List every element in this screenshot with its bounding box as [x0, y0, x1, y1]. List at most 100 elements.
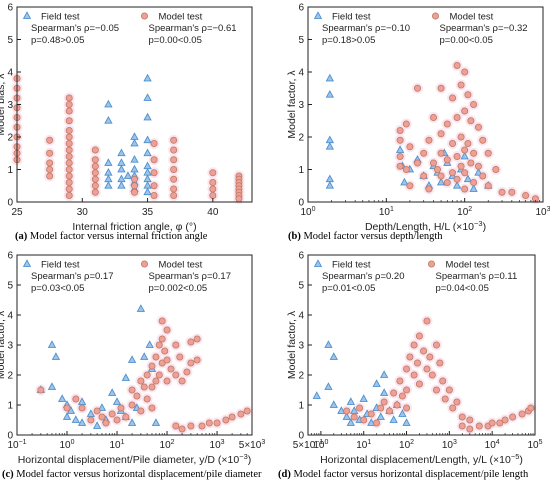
model-test-point	[130, 182, 138, 190]
model-test-point	[466, 425, 474, 433]
x-tick-label: 10−1	[7, 439, 26, 451]
y-tick-label: 3	[298, 100, 304, 111]
legend-spearman: Spearman's ρ=−0.32	[440, 23, 528, 34]
field-test-point	[312, 391, 321, 399]
model-test-point	[356, 404, 364, 412]
x-tick-label: 103	[210, 439, 225, 451]
y-tick-label: 0	[298, 431, 304, 442]
legend-model-icon	[140, 260, 148, 268]
y-tick-label: 2	[298, 371, 304, 382]
model-test-point	[475, 422, 483, 430]
caption-d: (d) Model factor versus horizontal displ…	[278, 469, 529, 480]
field-test-point	[136, 304, 146, 312]
model-test-point	[78, 404, 86, 412]
model-test-point	[428, 371, 436, 379]
legend-spearman: Spearman's ρ=0.17	[149, 271, 231, 282]
model-test-point	[432, 341, 440, 349]
model-test-point	[209, 191, 217, 199]
model-test-point	[133, 392, 141, 400]
model-test-point	[193, 356, 201, 364]
model-test-point	[65, 191, 73, 199]
field-test-point	[460, 151, 469, 160]
x-tick-label: 35	[142, 207, 154, 218]
legend-p-value: p=0.00<0.05	[149, 35, 202, 46]
model-test-point	[453, 114, 461, 122]
model-test-point	[464, 91, 472, 99]
model-test-point	[360, 416, 368, 424]
field-test-point	[127, 418, 137, 426]
model-test-point	[385, 407, 393, 415]
field-test-point	[395, 145, 405, 153]
field-test-point	[474, 168, 483, 176]
model-test-point	[46, 159, 54, 167]
legend-series-name: Field test	[41, 12, 80, 23]
field-test-point	[400, 177, 409, 186]
model-test-point	[522, 191, 530, 199]
model-test-point	[420, 347, 428, 355]
x-axis-label: Horizontal displacement/Pile diameter, y…	[18, 452, 252, 466]
field-test-point	[324, 382, 333, 390]
model-test-point	[65, 146, 73, 154]
field-test-point	[346, 397, 355, 405]
field-test-point	[123, 171, 133, 179]
field-test-point	[117, 164, 126, 173]
y-tick-label: 5	[298, 35, 304, 46]
y-tick-label: 3	[298, 341, 304, 352]
field-test-point	[104, 181, 113, 189]
legend-field-icon	[22, 259, 32, 267]
model-test-point	[150, 139, 158, 147]
field-test-point	[104, 158, 113, 166]
legend-series-name: Model test	[450, 12, 494, 23]
model-test-point	[137, 407, 145, 415]
field-test-point	[367, 418, 376, 426]
field-test-point	[143, 73, 152, 82]
model-test-point	[390, 389, 398, 397]
model-test-point	[458, 413, 466, 421]
legend-model-icon	[427, 260, 435, 268]
model-test-point	[148, 362, 156, 370]
model-test-point	[161, 347, 169, 355]
model-test-point	[466, 416, 474, 424]
model-test-point	[453, 152, 461, 160]
field-test-point	[117, 181, 126, 189]
model-test-point	[461, 68, 469, 76]
model-test-point	[205, 419, 213, 427]
field-test-point	[379, 370, 389, 378]
model-test-point	[172, 422, 180, 430]
model-test-point	[343, 407, 351, 415]
field-test-point	[402, 418, 411, 426]
model-test-point	[170, 136, 178, 144]
model-test-point	[410, 341, 418, 349]
x-tick-label: 100	[59, 439, 74, 451]
model-test-point	[137, 377, 145, 385]
model-test-point	[228, 413, 236, 421]
model-test-point	[449, 404, 457, 412]
field-test-point	[117, 174, 126, 183]
caption-a: (a) Model factor versus internal frictio…	[15, 231, 208, 242]
model-test-point	[393, 401, 401, 409]
x-tick-label: 102	[160, 439, 175, 451]
legend-p-value: p=0.002<0.05	[149, 283, 208, 294]
model-test-point	[198, 422, 206, 430]
field-test-point	[130, 164, 139, 173]
model-test-point	[65, 101, 73, 109]
model-test-point	[167, 365, 175, 373]
model-test-point	[402, 120, 410, 128]
legend-series-name: Field test	[41, 260, 80, 271]
field-test-point	[104, 168, 113, 176]
field-test-point	[121, 373, 130, 381]
y-tick-label: 2	[7, 371, 13, 382]
model-test-point	[98, 413, 106, 421]
model-test-point	[91, 162, 99, 170]
model-test-point	[158, 335, 166, 343]
model-test-point	[437, 130, 445, 138]
model-test-point	[501, 416, 509, 424]
legend-p-value: p=0.48>0.05	[31, 35, 84, 46]
y-axis-label: Model factor, λ	[0, 310, 7, 379]
model-test-point	[91, 182, 99, 190]
model-test-point	[72, 395, 80, 403]
model-test-point	[396, 127, 404, 135]
x-tick-label: 103	[535, 206, 550, 218]
field-test-point	[325, 73, 334, 82]
y-tick-label: 6	[7, 3, 13, 14]
